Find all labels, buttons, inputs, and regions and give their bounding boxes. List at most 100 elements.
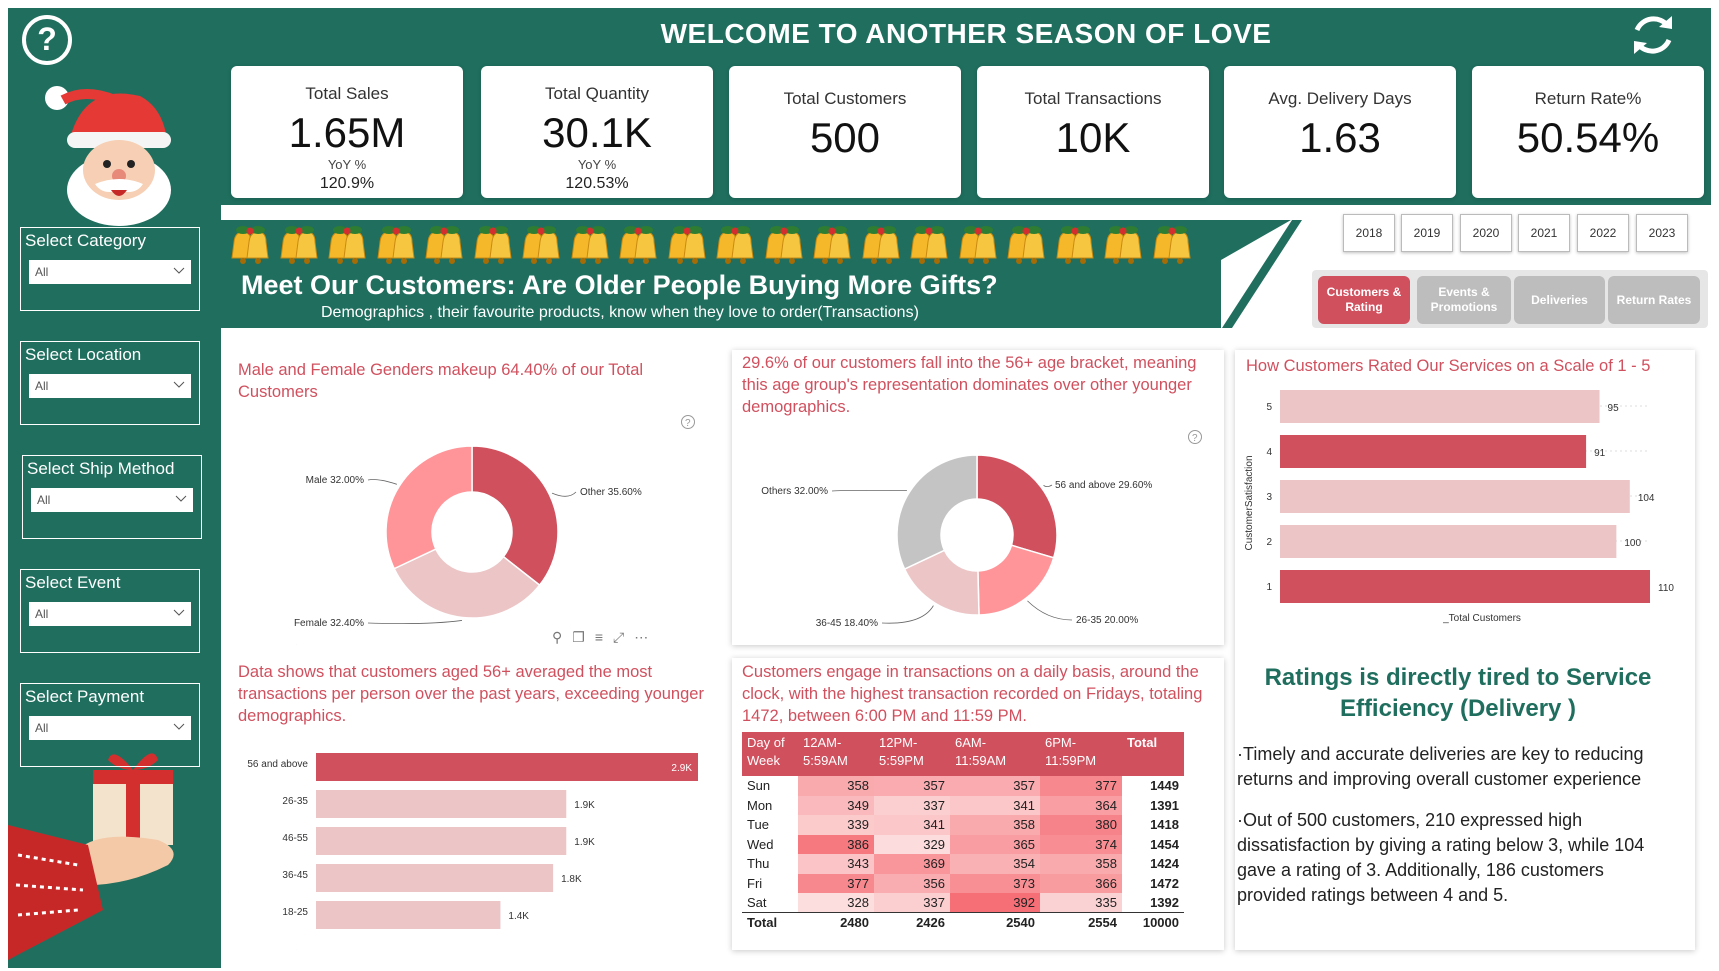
santa-icon [45,86,171,226]
rating-bar[interactable] [1280,570,1650,603]
help-icon[interactable]: ? [22,15,72,65]
heatmap-row: Sat 328 337 392 335 1392 [742,893,1184,913]
more-icon[interactable]: ⋯ [634,629,659,645]
heatmap-cell: 357 [950,776,1040,796]
heatmap-column-header[interactable]: Day of Week [742,732,798,776]
heatmap-column-header[interactable]: 6AM-11:59AM [950,732,1040,776]
kpi-value: 1.63 [1299,114,1381,161]
age-bar[interactable] [316,753,698,781]
heatmap-cell: 343 [798,854,874,874]
kpi-label: Avg. Delivery Days [1268,89,1412,108]
heatmap-row: Sun 358 357 357 377 1449 [742,776,1184,796]
heatmap-cell: 354 [950,854,1040,874]
year-button-2023[interactable]: 2023 [1636,214,1688,252]
bell-icon [667,226,706,264]
nav-return-rates[interactable]: Return Rates [1608,276,1700,324]
heatmap-total-cell: 1418 [1150,817,1179,833]
age-bar[interactable] [316,827,567,855]
ship-method-filter[interactable]: Select Ship Method All [22,455,202,539]
kpi-value: 1.65M [288,109,406,156]
age-bar[interactable] [316,864,554,892]
heatmap-cell: 366 [1040,873,1122,893]
heatmap-day-cell: Wed [747,836,774,852]
filter-icon[interactable]: ≡ [594,629,613,645]
bell-icon [570,226,609,264]
year-button-2018[interactable]: 2018 [1343,214,1395,252]
heatmap-day-cell: Sun [747,778,771,794]
focus-icon[interactable]: ⤢ [613,629,635,645]
insight-bullet: ·Timely and accurate deliveries are key … [1237,744,1644,789]
bell-icon [861,226,900,264]
filter-label: Select Ship Method [27,459,175,478]
rating-bar[interactable] [1280,390,1600,423]
y-tick-label: 18-25 [282,907,308,918]
refresh-icon[interactable] [1628,10,1678,60]
y-tick-label: 3 [1266,492,1272,503]
age-bar[interactable] [316,790,567,818]
payment-dropdown[interactable]: All [29,716,191,740]
donut-label: 36-45 18.40% [816,618,878,629]
pin-icon[interactable]: ⚲ [552,629,573,645]
heatmap-cell: 356 [874,873,950,893]
heatmap-cell: 386 [798,834,874,854]
donut-slice[interactable] [976,454,1058,559]
heatmap-cell: 329 [874,834,950,854]
age-bar[interactable] [316,901,501,929]
year-button-2022[interactable]: 2022 [1577,214,1629,252]
bell-icon [910,226,948,264]
event-filter[interactable]: Select Event All [20,569,200,653]
donut-slice[interactable] [393,548,541,619]
y-axis-label: CustomerSatisfaction [1244,455,1255,550]
leader-line [1027,600,1073,621]
event-dropdown[interactable]: All [29,602,191,626]
bar-value-label: 1.9K [574,800,595,811]
kpi-total-sales: Total Sales 1.65M YoY % 120.9% [231,66,463,198]
nav-deliveries[interactable]: Deliveries [1514,276,1605,324]
ship-method-dropdown[interactable]: All [31,488,193,512]
nav-events-promotions[interactable]: Events & Promotions [1417,276,1511,324]
bar-value-label: 1.8K [561,874,582,885]
kpi-label: Total Customers [783,89,907,108]
gender-card-title: Male and Female Genders makeup 64.40% of… [238,361,644,401]
category-dropdown[interactable]: All [29,260,191,284]
rating-bar[interactable] [1280,525,1617,558]
help-icon[interactable]: ? [680,414,696,430]
bell-icon [1152,226,1191,264]
page-title: WELCOME TO ANOTHER SEASON OF LOVE [660,18,1272,49]
heatmap-cell: 341 [950,795,1040,815]
help-icon[interactable]: ? [1187,429,1203,445]
heatmap-column-header[interactable]: 12PM-5:59PM [874,732,950,776]
donut-slice[interactable] [977,544,1055,616]
donut-slice[interactable] [471,445,559,587]
donut-slice[interactable] [896,454,978,571]
location-filter[interactable]: Select Location All [20,341,200,425]
heatmap-column-header[interactable]: 12AM-5:59AM [798,732,874,776]
rating-bar[interactable] [1280,435,1587,468]
heatmap-cell: 337 [874,795,950,815]
bar-value-label: 2.9K [671,763,692,774]
heatmap-column-header[interactable]: 6PM-11:59PM [1040,732,1122,776]
donut-slice[interactable] [385,445,473,570]
nav-customers-rating[interactable]: Customers & Rating [1318,276,1410,324]
rating-bar[interactable] [1280,480,1630,513]
bell-decoration-row [229,224,1209,268]
leader-line [367,620,463,625]
kpi-value: 50.54% [1516,114,1660,161]
heatmap-cell: 357 [874,776,950,796]
year-button-2021[interactable]: 2021 [1518,214,1570,252]
visual-toolbar: ⚲❐≡⤢⋯ [552,629,658,646]
year-button-2020[interactable]: 2020 [1460,214,1512,252]
heatmap-column-header[interactable]: Total [1122,732,1184,776]
location-dropdown[interactable]: All [29,374,191,398]
leader-line [881,605,934,624]
heatmap-table: Day of Week 12AM-5:59AM 12PM-5:59PM 6AM-11:… [742,732,1184,932]
payment-filter[interactable]: Select Payment All [20,683,200,767]
bar-value-label: 95 [1608,403,1620,414]
category-filter[interactable]: Select Category All [20,227,200,311]
x-axis-label: _Total Customers [1442,613,1521,624]
year-button-2019[interactable]: 2019 [1401,214,1453,252]
copy-icon[interactable]: ❐ [572,629,595,645]
donut-label: 26-35 20.00% [1076,615,1138,626]
bar-value-label: 110 [1658,583,1674,594]
heatmap-cell: 377 [1040,776,1122,796]
